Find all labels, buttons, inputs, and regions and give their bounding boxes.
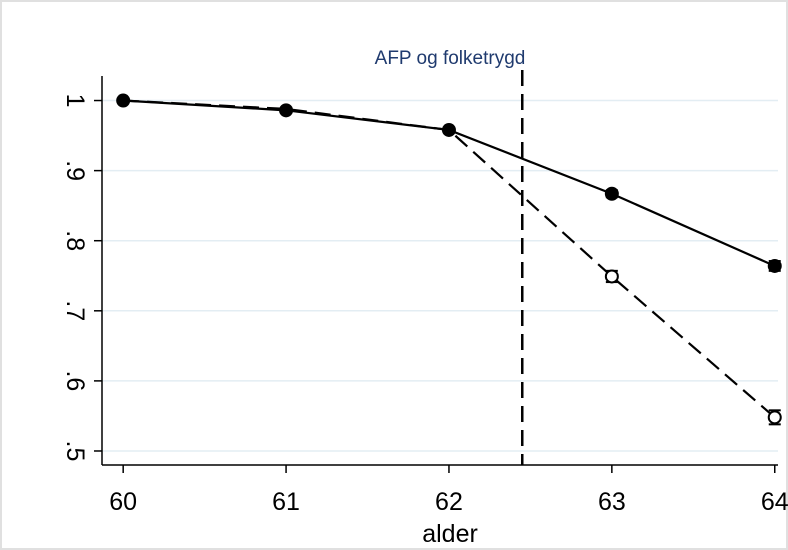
data-point-filled — [604, 186, 619, 201]
data-point-hollow — [604, 269, 619, 284]
plot-region — [12, 12, 776, 538]
grid-lines — [102, 99, 778, 452]
x-tick-label: 61 — [272, 488, 300, 516]
labels: alder AFP og folketrygd — [375, 48, 526, 548]
y-tick-label: 1 — [61, 94, 89, 108]
y-tick-label: .8 — [61, 230, 89, 251]
y-tick-label: .9 — [61, 160, 89, 181]
x-tick-label: 62 — [435, 488, 463, 516]
x-tick-label: 64 — [761, 488, 788, 516]
y-tick-label: .7 — [61, 300, 89, 321]
series-group — [116, 93, 782, 426]
y-tick-label: .6 — [61, 370, 89, 391]
x-tick-label: 60 — [109, 488, 137, 516]
reference-line-label: AFP og folketrygd — [375, 48, 526, 69]
data-point-filled — [767, 258, 782, 273]
axes: .5 .6 .7 .8 .9 1 60 61 62 63 64 — [61, 76, 788, 516]
y-tick-label: .5 — [61, 441, 89, 462]
data-point-hollow — [767, 410, 782, 425]
x-axis-label: alder — [422, 520, 478, 548]
x-tick-label: 63 — [598, 488, 626, 516]
